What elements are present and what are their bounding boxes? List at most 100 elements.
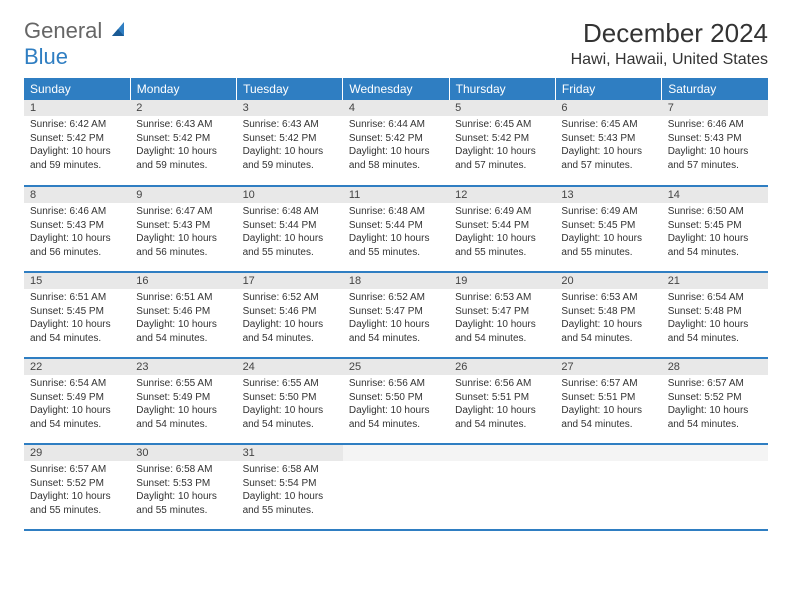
- calendar-week-row: 15Sunrise: 6:51 AMSunset: 5:45 PMDayligh…: [24, 272, 768, 358]
- calendar-day-cell: 11Sunrise: 6:48 AMSunset: 5:44 PMDayligh…: [343, 186, 449, 272]
- day-number: 24: [237, 359, 343, 375]
- day-number: 5: [449, 100, 555, 116]
- day-number: 27: [555, 359, 661, 375]
- calendar-day-cell: 17Sunrise: 6:52 AMSunset: 5:46 PMDayligh…: [237, 272, 343, 358]
- calendar-body: 1Sunrise: 6:42 AMSunset: 5:42 PMDaylight…: [24, 100, 768, 530]
- calendar-day-cell: [343, 444, 449, 530]
- day-content: Sunrise: 6:42 AMSunset: 5:42 PMDaylight:…: [24, 116, 130, 176]
- day-content: Sunrise: 6:51 AMSunset: 5:45 PMDaylight:…: [24, 289, 130, 349]
- day-number: 20: [555, 273, 661, 289]
- day-number: 10: [237, 187, 343, 203]
- weekday-header: Sunday: [24, 78, 130, 100]
- weekday-header: Wednesday: [343, 78, 449, 100]
- day-number: 31: [237, 445, 343, 461]
- calendar-day-cell: 5Sunrise: 6:45 AMSunset: 5:42 PMDaylight…: [449, 100, 555, 186]
- calendar-week-row: 1Sunrise: 6:42 AMSunset: 5:42 PMDaylight…: [24, 100, 768, 186]
- calendar-day-cell: 10Sunrise: 6:48 AMSunset: 5:44 PMDayligh…: [237, 186, 343, 272]
- day-number: 7: [662, 100, 768, 116]
- weekday-header: Thursday: [449, 78, 555, 100]
- day-number: 30: [130, 445, 236, 461]
- day-content: Sunrise: 6:46 AMSunset: 5:43 PMDaylight:…: [24, 203, 130, 263]
- calendar-day-cell: 7Sunrise: 6:46 AMSunset: 5:43 PMDaylight…: [662, 100, 768, 186]
- calendar-day-cell: [555, 444, 661, 530]
- calendar-day-cell: 26Sunrise: 6:56 AMSunset: 5:51 PMDayligh…: [449, 358, 555, 444]
- calendar-week-row: 8Sunrise: 6:46 AMSunset: 5:43 PMDaylight…: [24, 186, 768, 272]
- day-number: 1: [24, 100, 130, 116]
- weekday-header: Monday: [130, 78, 236, 100]
- calendar-day-cell: 21Sunrise: 6:54 AMSunset: 5:48 PMDayligh…: [662, 272, 768, 358]
- calendar-day-cell: 30Sunrise: 6:58 AMSunset: 5:53 PMDayligh…: [130, 444, 236, 530]
- month-title: December 2024: [571, 18, 768, 49]
- header: General Blue December 2024 Hawi, Hawaii,…: [24, 18, 768, 70]
- logo-text-general: General: [24, 18, 102, 43]
- calendar-day-cell: 18Sunrise: 6:52 AMSunset: 5:47 PMDayligh…: [343, 272, 449, 358]
- day-number: 26: [449, 359, 555, 375]
- calendar-day-cell: 31Sunrise: 6:58 AMSunset: 5:54 PMDayligh…: [237, 444, 343, 530]
- calendar-day-cell: 27Sunrise: 6:57 AMSunset: 5:51 PMDayligh…: [555, 358, 661, 444]
- logo: General Blue: [24, 18, 128, 70]
- calendar-day-cell: 16Sunrise: 6:51 AMSunset: 5:46 PMDayligh…: [130, 272, 236, 358]
- calendar-day-cell: 15Sunrise: 6:51 AMSunset: 5:45 PMDayligh…: [24, 272, 130, 358]
- calendar-day-cell: 25Sunrise: 6:56 AMSunset: 5:50 PMDayligh…: [343, 358, 449, 444]
- calendar-day-cell: 12Sunrise: 6:49 AMSunset: 5:44 PMDayligh…: [449, 186, 555, 272]
- day-number: 18: [343, 273, 449, 289]
- day-number: 15: [24, 273, 130, 289]
- day-content: Sunrise: 6:48 AMSunset: 5:44 PMDaylight:…: [237, 203, 343, 263]
- calendar-table: SundayMondayTuesdayWednesdayThursdayFrid…: [24, 78, 768, 531]
- weekday-header: Tuesday: [237, 78, 343, 100]
- day-number: 28: [662, 359, 768, 375]
- day-content: Sunrise: 6:55 AMSunset: 5:49 PMDaylight:…: [130, 375, 236, 435]
- day-content: Sunrise: 6:47 AMSunset: 5:43 PMDaylight:…: [130, 203, 236, 263]
- day-number: 14: [662, 187, 768, 203]
- calendar-day-cell: 23Sunrise: 6:55 AMSunset: 5:49 PMDayligh…: [130, 358, 236, 444]
- calendar-day-cell: 4Sunrise: 6:44 AMSunset: 5:42 PMDaylight…: [343, 100, 449, 186]
- day-number: 21: [662, 273, 768, 289]
- day-number: 6: [555, 100, 661, 116]
- calendar-day-cell: 6Sunrise: 6:45 AMSunset: 5:43 PMDaylight…: [555, 100, 661, 186]
- day-content: Sunrise: 6:50 AMSunset: 5:45 PMDaylight:…: [662, 203, 768, 263]
- day-number: 23: [130, 359, 236, 375]
- day-content: Sunrise: 6:58 AMSunset: 5:54 PMDaylight:…: [237, 461, 343, 521]
- weekday-header: Saturday: [662, 78, 768, 100]
- day-content: Sunrise: 6:53 AMSunset: 5:47 PMDaylight:…: [449, 289, 555, 349]
- logo-text-blue: Blue: [24, 44, 68, 69]
- calendar-day-cell: 20Sunrise: 6:53 AMSunset: 5:48 PMDayligh…: [555, 272, 661, 358]
- day-number: 29: [24, 445, 130, 461]
- day-content: Sunrise: 6:51 AMSunset: 5:46 PMDaylight:…: [130, 289, 236, 349]
- calendar-day-cell: 19Sunrise: 6:53 AMSunset: 5:47 PMDayligh…: [449, 272, 555, 358]
- calendar-day-cell: 2Sunrise: 6:43 AMSunset: 5:42 PMDaylight…: [130, 100, 236, 186]
- calendar-week-row: 22Sunrise: 6:54 AMSunset: 5:49 PMDayligh…: [24, 358, 768, 444]
- day-number: 9: [130, 187, 236, 203]
- weekday-header: Friday: [555, 78, 661, 100]
- calendar-day-cell: 13Sunrise: 6:49 AMSunset: 5:45 PMDayligh…: [555, 186, 661, 272]
- day-number: 4: [343, 100, 449, 116]
- day-number: 17: [237, 273, 343, 289]
- day-number: 12: [449, 187, 555, 203]
- day-content: Sunrise: 6:54 AMSunset: 5:49 PMDaylight:…: [24, 375, 130, 435]
- day-number: 2: [130, 100, 236, 116]
- day-content: Sunrise: 6:44 AMSunset: 5:42 PMDaylight:…: [343, 116, 449, 176]
- calendar-head: SundayMondayTuesdayWednesdayThursdayFrid…: [24, 78, 768, 100]
- location: Hawi, Hawaii, United States: [571, 51, 768, 69]
- calendar-day-cell: 28Sunrise: 6:57 AMSunset: 5:52 PMDayligh…: [662, 358, 768, 444]
- day-number: 3: [237, 100, 343, 116]
- calendar-day-cell: 22Sunrise: 6:54 AMSunset: 5:49 PMDayligh…: [24, 358, 130, 444]
- calendar-day-cell: [662, 444, 768, 530]
- calendar-day-cell: 14Sunrise: 6:50 AMSunset: 5:45 PMDayligh…: [662, 186, 768, 272]
- day-content: Sunrise: 6:46 AMSunset: 5:43 PMDaylight:…: [662, 116, 768, 176]
- calendar-day-cell: 9Sunrise: 6:47 AMSunset: 5:43 PMDaylight…: [130, 186, 236, 272]
- calendar-day-cell: 8Sunrise: 6:46 AMSunset: 5:43 PMDaylight…: [24, 186, 130, 272]
- day-content: Sunrise: 6:56 AMSunset: 5:50 PMDaylight:…: [343, 375, 449, 435]
- day-content: Sunrise: 6:57 AMSunset: 5:52 PMDaylight:…: [24, 461, 130, 521]
- calendar-day-cell: 24Sunrise: 6:55 AMSunset: 5:50 PMDayligh…: [237, 358, 343, 444]
- day-number: 11: [343, 187, 449, 203]
- logo-sail-icon: [110, 18, 128, 43]
- calendar-day-cell: 29Sunrise: 6:57 AMSunset: 5:52 PMDayligh…: [24, 444, 130, 530]
- day-content: Sunrise: 6:45 AMSunset: 5:42 PMDaylight:…: [449, 116, 555, 176]
- day-content: Sunrise: 6:48 AMSunset: 5:44 PMDaylight:…: [343, 203, 449, 263]
- calendar-week-row: 29Sunrise: 6:57 AMSunset: 5:52 PMDayligh…: [24, 444, 768, 530]
- day-number: 16: [130, 273, 236, 289]
- day-content: Sunrise: 6:56 AMSunset: 5:51 PMDaylight:…: [449, 375, 555, 435]
- day-number: 19: [449, 273, 555, 289]
- day-content: Sunrise: 6:58 AMSunset: 5:53 PMDaylight:…: [130, 461, 236, 521]
